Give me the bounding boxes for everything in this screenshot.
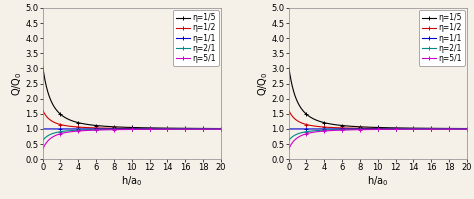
Legend: η=1/5, η=1/2, η=1/1, η=2/1, η=5/1: η=1/5, η=1/2, η=1/1, η=2/1, η=5/1 (419, 10, 465, 66)
X-axis label: h/a$_0$: h/a$_0$ (121, 174, 143, 187)
Y-axis label: Q/Q$_0$: Q/Q$_0$ (256, 71, 270, 96)
Legend: η=1/5, η=1/2, η=1/1, η=2/1, η=5/1: η=1/5, η=1/2, η=1/1, η=2/1, η=5/1 (173, 10, 219, 66)
Y-axis label: Q/Q$_0$: Q/Q$_0$ (10, 71, 24, 96)
X-axis label: h/a$_0$: h/a$_0$ (367, 174, 389, 187)
